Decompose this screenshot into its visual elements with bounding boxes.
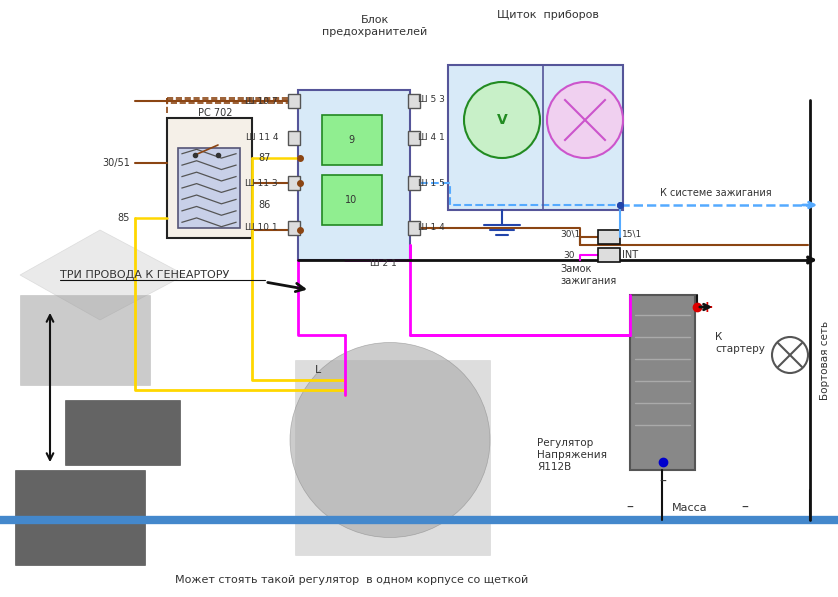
Text: Ш 4 1: Ш 4 1 xyxy=(418,134,445,143)
Polygon shape xyxy=(20,230,185,320)
Bar xyxy=(322,115,382,165)
Text: Ш 2 1: Ш 2 1 xyxy=(370,260,396,269)
Bar xyxy=(408,221,420,235)
Bar xyxy=(298,90,410,260)
Text: L: L xyxy=(315,365,321,375)
Bar xyxy=(408,94,420,108)
Bar xyxy=(65,400,180,465)
Bar xyxy=(288,131,300,145)
Circle shape xyxy=(772,337,808,373)
Bar xyxy=(20,295,150,385)
Text: 85: 85 xyxy=(117,213,130,223)
Text: Замок
зажигания: Замок зажигания xyxy=(560,264,616,286)
Text: 30\1: 30\1 xyxy=(561,229,581,238)
Text: Щиток  приборов: Щиток приборов xyxy=(497,10,599,20)
Bar xyxy=(15,470,145,565)
Bar xyxy=(295,360,490,555)
Bar xyxy=(167,118,252,238)
Text: Может стоять такой регулятор  в одном корпусе со щеткой: Может стоять такой регулятор в одном кор… xyxy=(175,575,528,585)
Bar xyxy=(288,221,300,235)
Text: Ш 10 1: Ш 10 1 xyxy=(246,223,278,232)
Bar xyxy=(408,131,420,145)
Text: –: – xyxy=(659,475,666,489)
Text: ТРИ ПРОВОДА К ГЕНЕАРТОРУ: ТРИ ПРОВОДА К ГЕНЕАРТОРУ xyxy=(60,270,230,280)
Text: Ш 11 3: Ш 11 3 xyxy=(246,179,278,187)
Text: 87: 87 xyxy=(258,153,271,163)
Text: Ш 5 3: Ш 5 3 xyxy=(418,96,445,104)
Text: Ш 1 5: Ш 1 5 xyxy=(418,179,445,187)
Bar xyxy=(598,230,620,244)
Text: Регулятор
Напряжения
Я112В: Регулятор Напряжения Я112В xyxy=(537,438,607,472)
Text: Блок
предохранителей: Блок предохранителей xyxy=(323,15,427,36)
Text: 30: 30 xyxy=(563,251,575,260)
Bar xyxy=(630,295,695,470)
Bar xyxy=(178,148,240,228)
Bar xyxy=(448,65,623,210)
Circle shape xyxy=(464,82,540,158)
Bar xyxy=(322,175,382,225)
Text: 30/51: 30/51 xyxy=(102,158,130,168)
Text: 86: 86 xyxy=(258,200,270,210)
Text: 10: 10 xyxy=(345,195,357,205)
Text: V: V xyxy=(497,113,507,127)
Text: INT: INT xyxy=(622,250,638,260)
Text: +: + xyxy=(700,300,713,315)
Text: 9: 9 xyxy=(348,135,354,145)
Bar xyxy=(598,248,620,262)
Text: РС 702: РС 702 xyxy=(198,108,232,118)
Ellipse shape xyxy=(290,343,490,537)
Text: Бортовая сеть: Бортовая сеть xyxy=(820,321,830,399)
Text: Ш 11 4: Ш 11 4 xyxy=(246,134,278,143)
Bar xyxy=(408,176,420,190)
Text: Ш 1 4: Ш 1 4 xyxy=(418,223,445,232)
Circle shape xyxy=(547,82,623,158)
Bar xyxy=(288,176,300,190)
Text: –: – xyxy=(742,501,748,515)
Text: –: – xyxy=(627,501,634,515)
Bar xyxy=(288,94,300,108)
Text: Масса: Масса xyxy=(672,503,708,513)
Text: К системе зажигания: К системе зажигания xyxy=(660,188,772,198)
Text: Ш 10 7: Ш 10 7 xyxy=(246,97,278,106)
Text: 15\1: 15\1 xyxy=(622,229,642,238)
Text: К
стартеру: К стартеру xyxy=(715,332,765,354)
